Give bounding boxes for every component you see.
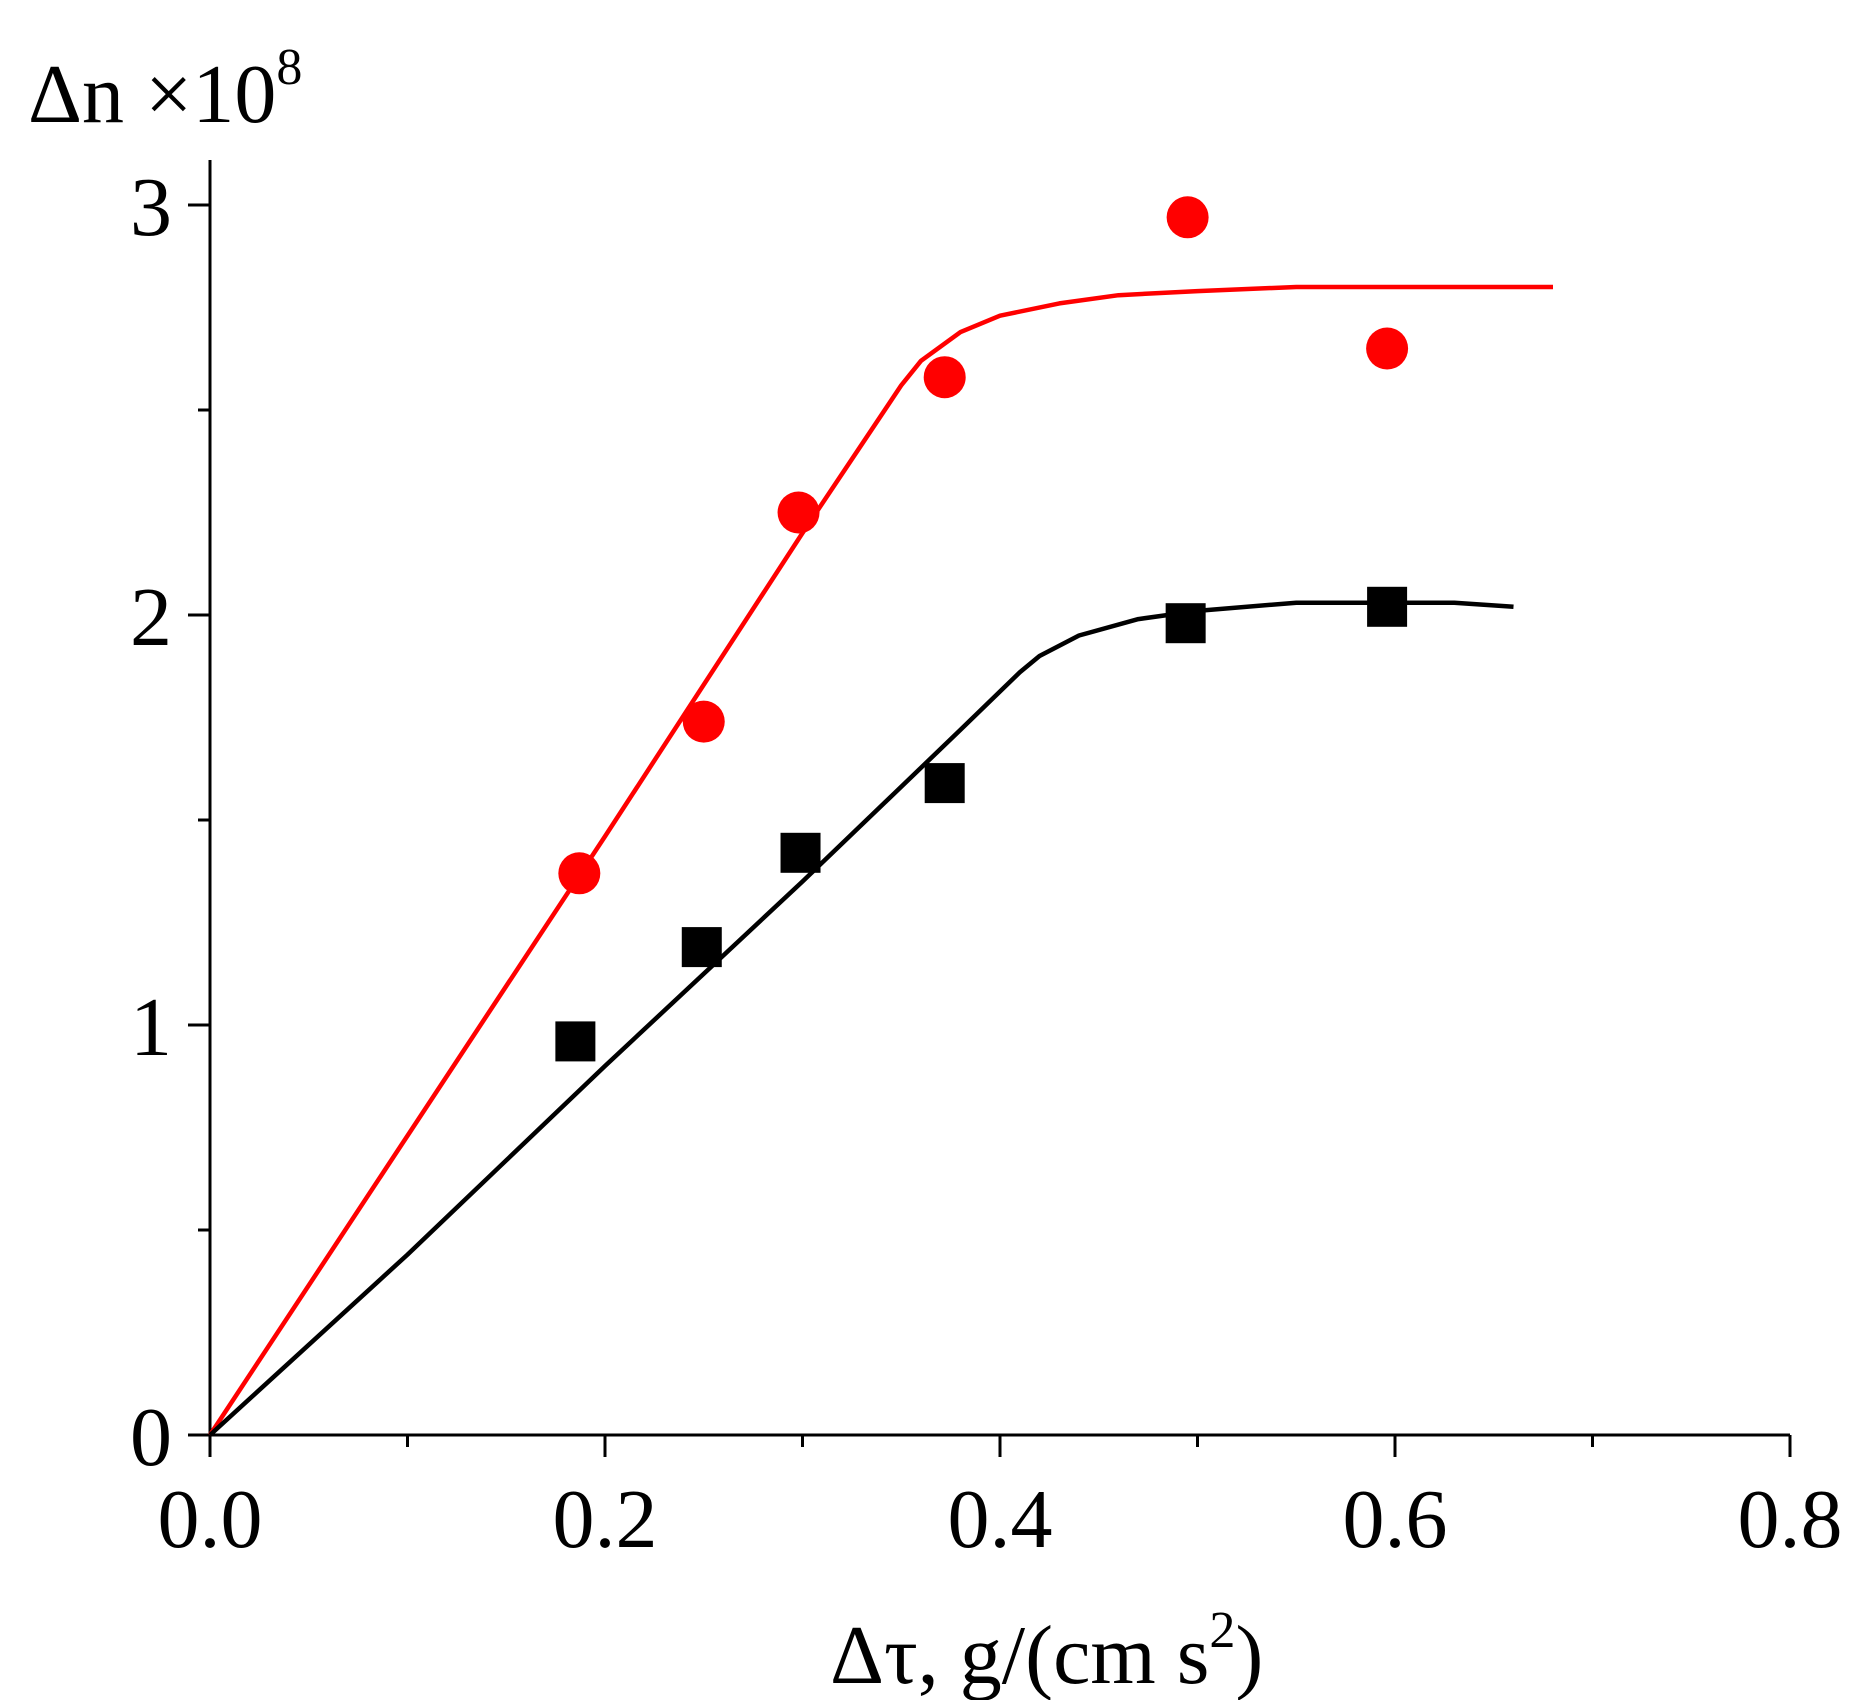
x-tick-label: 0.0 — [158, 1473, 263, 1566]
y-axis-title-main: Δn ×10 — [28, 48, 276, 141]
x-axis-title-end: ) — [1235, 1609, 1263, 1700]
black-square-point — [924, 763, 965, 804]
x-tick-label: 0.6 — [1343, 1473, 1448, 1566]
y-ticks: 0 1 2 3 — [130, 161, 210, 1484]
red-circle-point — [1366, 327, 1409, 370]
fit-curve-red — [208, 284, 1553, 1437]
plot-area: 0.0 0.2 0.4 0.6 0.8 0 1 2 3 — [130, 160, 1843, 1566]
x-axis-title: Δτ, g/(cm s2) — [830, 1602, 1263, 1700]
data-points — [555, 196, 1409, 1062]
x-axis-title-exponent: 2 — [1209, 1602, 1235, 1659]
black-square-point — [1367, 586, 1408, 627]
x-tick-label: 0.4 — [948, 1473, 1053, 1566]
fit-curve-black — [208, 600, 1514, 1437]
x-ticks: 0.0 0.2 0.4 0.6 0.8 — [158, 1435, 1843, 1566]
red-circle-point — [923, 356, 966, 399]
black-square-point — [555, 1021, 596, 1062]
y-tick-label: 3 — [130, 161, 172, 254]
red-circle-point — [558, 852, 601, 895]
x-tick-label: 0.8 — [1738, 1473, 1843, 1566]
black-square-point — [1165, 603, 1206, 644]
y-tick-label: 1 — [130, 981, 172, 1074]
red-circle-point — [682, 700, 725, 743]
black-square-point — [780, 832, 821, 873]
y-tick-label: 0 — [130, 1391, 172, 1484]
y-axis-title: Δn ×108 — [28, 39, 302, 141]
red-circle-point — [1166, 196, 1209, 239]
red-circle-point — [777, 491, 820, 534]
fit-curves — [208, 284, 1553, 1437]
black-square-point — [681, 927, 722, 968]
x-tick-label: 0.2 — [553, 1473, 658, 1566]
x-axis-title-main: Δτ, g/(cm s — [830, 1609, 1209, 1700]
y-tick-label: 2 — [130, 571, 172, 664]
y-axis-title-exponent: 8 — [276, 39, 302, 96]
